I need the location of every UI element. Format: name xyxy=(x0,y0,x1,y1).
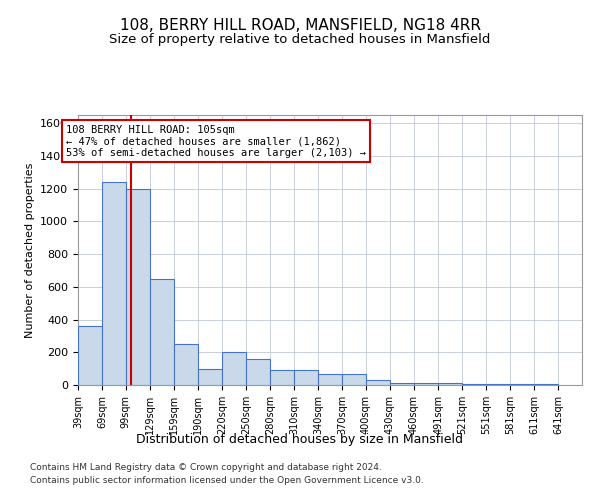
Text: Size of property relative to detached houses in Mansfield: Size of property relative to detached ho… xyxy=(109,32,491,46)
Text: Distribution of detached houses by size in Mansfield: Distribution of detached houses by size … xyxy=(137,432,464,446)
Bar xyxy=(223,352,246,385)
Text: Contains HM Land Registry data © Crown copyright and database right 2024.: Contains HM Land Registry data © Crown c… xyxy=(30,462,382,471)
Bar xyxy=(510,384,534,385)
Bar xyxy=(150,278,173,385)
Bar xyxy=(78,326,102,385)
Bar xyxy=(439,384,463,385)
Bar xyxy=(246,359,270,385)
Bar xyxy=(366,380,390,385)
Text: 108, BERRY HILL ROAD, MANSFIELD, NG18 4RR: 108, BERRY HILL ROAD, MANSFIELD, NG18 4R… xyxy=(119,18,481,32)
Bar xyxy=(199,368,223,385)
Text: 108 BERRY HILL ROAD: 105sqm
← 47% of detached houses are smaller (1,862)
53% of : 108 BERRY HILL ROAD: 105sqm ← 47% of det… xyxy=(66,124,366,158)
Bar xyxy=(270,370,294,385)
Bar xyxy=(294,370,318,385)
Text: Contains public sector information licensed under the Open Government Licence v3: Contains public sector information licen… xyxy=(30,476,424,485)
Bar xyxy=(534,384,558,385)
Bar xyxy=(463,384,487,385)
Bar xyxy=(102,182,126,385)
Bar xyxy=(126,188,150,385)
Y-axis label: Number of detached properties: Number of detached properties xyxy=(25,162,35,338)
Bar xyxy=(487,384,510,385)
Bar xyxy=(390,382,414,385)
Bar xyxy=(342,374,366,385)
Bar xyxy=(318,374,342,385)
Bar xyxy=(414,384,437,385)
Bar xyxy=(173,344,197,385)
